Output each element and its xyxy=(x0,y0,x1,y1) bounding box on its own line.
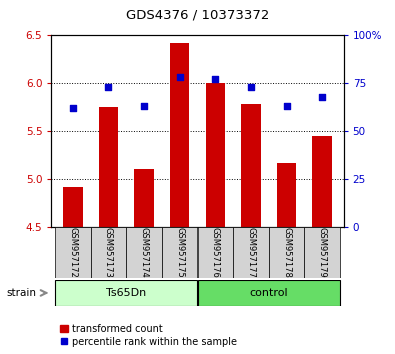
Text: GSM957176: GSM957176 xyxy=(211,227,220,278)
Bar xyxy=(198,280,340,306)
Bar xyxy=(55,280,198,306)
Text: GSM957179: GSM957179 xyxy=(318,227,327,278)
Bar xyxy=(126,227,162,278)
Legend: transformed count, percentile rank within the sample: transformed count, percentile rank withi… xyxy=(56,320,241,350)
Bar xyxy=(305,227,340,278)
Point xyxy=(284,103,290,109)
Text: GSM957175: GSM957175 xyxy=(175,227,184,278)
Point xyxy=(212,76,218,82)
Point xyxy=(141,103,147,109)
Point xyxy=(319,94,325,99)
Bar xyxy=(198,227,233,278)
Text: strain: strain xyxy=(6,288,36,298)
Text: GDS4376 / 10373372: GDS4376 / 10373372 xyxy=(126,9,269,22)
Point xyxy=(70,105,76,111)
Bar xyxy=(90,227,126,278)
Point xyxy=(105,84,111,90)
Text: GSM957178: GSM957178 xyxy=(282,227,291,278)
Bar xyxy=(63,187,83,227)
Bar xyxy=(205,83,225,227)
Bar xyxy=(55,227,90,278)
Text: GSM957177: GSM957177 xyxy=(246,227,256,278)
Bar xyxy=(99,107,118,227)
Bar xyxy=(233,227,269,278)
Text: GSM957172: GSM957172 xyxy=(68,227,77,278)
Bar xyxy=(134,169,154,227)
Bar xyxy=(269,227,305,278)
Text: control: control xyxy=(250,288,288,298)
Bar xyxy=(312,136,332,227)
Bar xyxy=(170,43,190,227)
Bar xyxy=(241,104,261,227)
Bar xyxy=(277,162,296,227)
Bar xyxy=(162,227,198,278)
Text: GSM957174: GSM957174 xyxy=(139,227,149,278)
Point xyxy=(177,75,183,80)
Text: Ts65Dn: Ts65Dn xyxy=(106,288,146,298)
Point xyxy=(248,84,254,90)
Text: GSM957173: GSM957173 xyxy=(104,227,113,278)
